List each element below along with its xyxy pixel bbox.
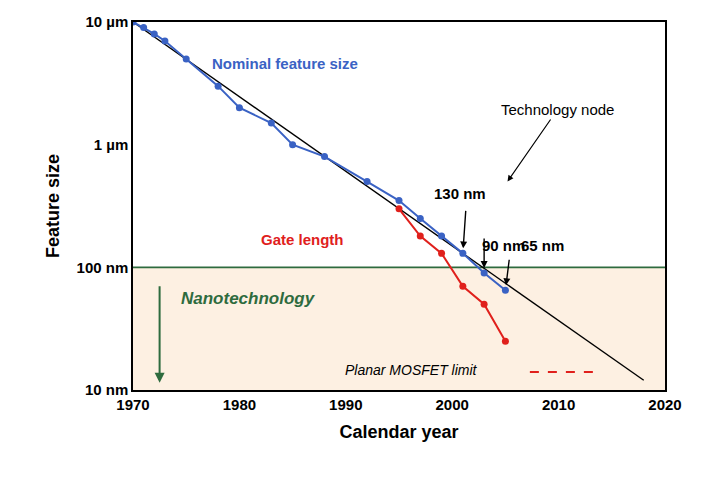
svg-text:Gate length: Gate length (261, 231, 344, 248)
svg-text:10 µm: 10 µm (85, 13, 128, 30)
svg-text:Nanotechnology: Nanotechnology (181, 289, 316, 308)
svg-text:Calendar year: Calendar year (339, 422, 458, 442)
svg-text:Technology node: Technology node (501, 101, 614, 118)
svg-text:10 nm: 10 nm (85, 381, 128, 398)
svg-text:1 µm: 1 µm (94, 136, 129, 153)
svg-text:100 nm: 100 nm (77, 259, 129, 276)
svg-text:90 nm: 90 nm (482, 237, 525, 254)
svg-text:2000: 2000 (436, 396, 469, 413)
svg-text:1970: 1970 (116, 396, 149, 413)
svg-text:1980: 1980 (223, 396, 256, 413)
svg-text:65 nm: 65 nm (521, 237, 564, 254)
svg-text:1990: 1990 (329, 396, 362, 413)
svg-text:130 nm: 130 nm (434, 185, 486, 202)
svg-text:2010: 2010 (542, 396, 575, 413)
svg-text:Feature size: Feature size (43, 154, 63, 258)
svg-text:2020: 2020 (648, 396, 681, 413)
svg-text:Nominal feature size: Nominal feature size (212, 55, 358, 72)
svg-text:Planar MOSFET limit: Planar MOSFET limit (345, 362, 478, 378)
